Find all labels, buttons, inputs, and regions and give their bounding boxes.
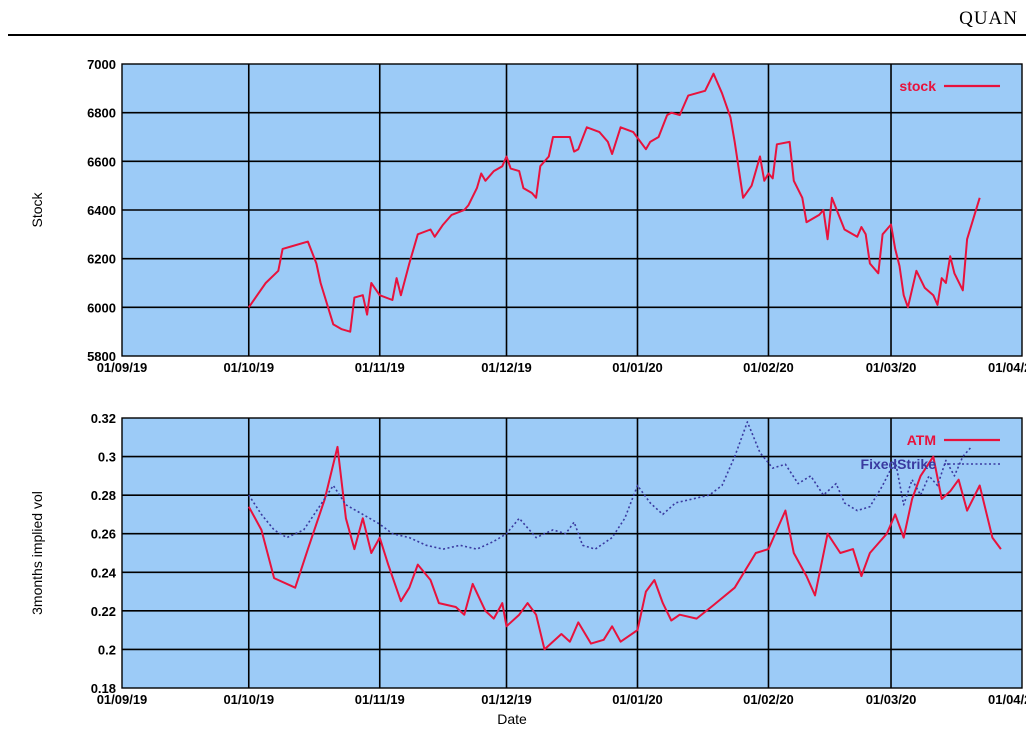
y-tick-label: 7000 [87, 57, 116, 72]
y-tick-label: 0.3 [98, 450, 116, 465]
x-tick-label: 01/02/20 [743, 360, 794, 375]
x-tick-label: 01/10/19 [223, 692, 274, 707]
x-tick-label: 01/09/19 [97, 360, 148, 375]
y-tick-label: 5800 [87, 349, 116, 364]
x-axis-label: Date [497, 711, 527, 727]
x-tick-label: 01/11/19 [355, 360, 405, 375]
x-tick-label: 01/03/20 [866, 360, 917, 375]
page-header: QUAN [0, 0, 1026, 40]
x-tick-label: 01/09/19 [97, 692, 148, 707]
legend-label-fixedstrike: FixedStrike [861, 456, 937, 472]
y-tick-label: 6200 [87, 252, 116, 267]
x-tick-label: 01/04/20 [988, 360, 1026, 375]
series-line-fixedstrike [248, 421, 972, 550]
y-tick-label: 0.18 [91, 681, 116, 696]
y-tick-label: 0.28 [91, 488, 116, 503]
x-tick-label: 01/02/20 [743, 692, 794, 707]
plot-area [122, 418, 1022, 688]
header-rule [8, 34, 1026, 36]
y-tick-label: 0.2 [98, 642, 116, 657]
series-line-stock [247, 72, 981, 333]
x-tick-label: 01/12/19 [481, 360, 532, 375]
chart-1: 5800 6000 6200 6400 6600 6800 7000 01/09/19 01/1… [29, 57, 1026, 375]
legend-label-atm: ATM [907, 432, 936, 448]
series-line-atm [247, 445, 1002, 651]
chart-2: 0.18 0.2 0.22 0.24 0.26 0.28 0.3 0.32 01/09/19 01… [29, 411, 1026, 727]
plot-border [121, 63, 1023, 357]
x-tick-label: 01/04/20 [988, 692, 1026, 707]
x-tick-label: 01/10/19 [223, 360, 274, 375]
y-axis-label: 3months implied vol [29, 491, 45, 615]
y-tick-label: 6000 [87, 300, 116, 315]
y-tick-label: 6400 [87, 203, 116, 218]
y-axis-label: Stock [29, 191, 45, 227]
y-tick-label: 0.22 [91, 604, 116, 619]
running-header: QUAN [959, 8, 1018, 29]
y-tick-label: 0.24 [91, 565, 117, 580]
plot-border [121, 417, 1023, 689]
y-tick-label: 0.26 [91, 527, 116, 542]
legend-label-stock: stock [899, 78, 936, 94]
x-tick-label: 01/01/20 [612, 692, 663, 707]
x-tick-label: 01/12/19 [481, 692, 532, 707]
x-tick-label: 01/03/20 [866, 692, 917, 707]
y-tick-label: 6800 [87, 106, 116, 121]
y-tick-label: 0.32 [91, 411, 116, 426]
y-tick-label: 6600 [87, 154, 116, 169]
x-tick-label: 01/01/20 [612, 360, 663, 375]
x-tick-label: 01/11/19 [355, 692, 405, 707]
